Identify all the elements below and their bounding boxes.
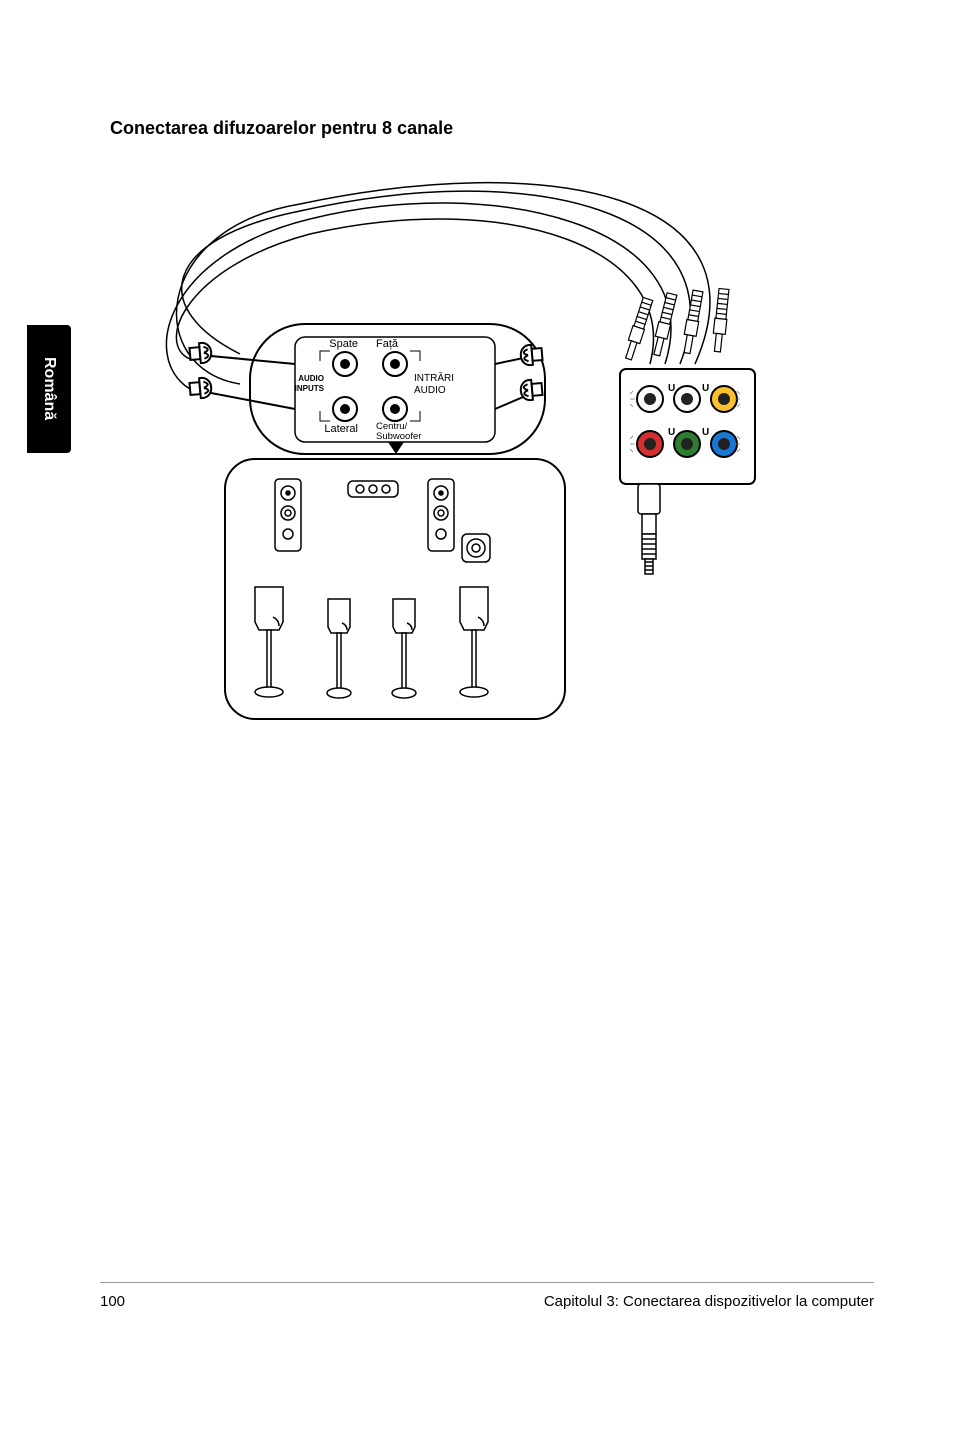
label-audio-inputs2: INPUTS	[295, 384, 325, 393]
svg-text:U: U	[702, 427, 709, 438]
label-audio: AUDIO	[414, 385, 446, 396]
svg-text:U: U	[668, 427, 675, 438]
label-fata: Față	[376, 338, 399, 350]
page-footer: 100 Capitolul 3: Conectarea dispozitivel…	[100, 1282, 874, 1310]
label-lateral: Lateral	[324, 423, 358, 435]
chapter-title: Capitolul 3: Conectarea dispozitivelor l…	[544, 1293, 874, 1310]
speaker-layout	[225, 459, 565, 719]
language-tab: Română	[27, 325, 71, 453]
page-number: 100	[100, 1293, 125, 1310]
svg-text:U: U	[668, 383, 675, 394]
label-audio-inputs1: AUDIO	[298, 374, 324, 383]
jack-plugs-top	[623, 288, 730, 360]
speaker-connection-diagram: U U U U	[110, 169, 870, 729]
section-heading: Conectarea difuzoarelor pentru 8 canale	[110, 118, 880, 139]
svg-text:U: U	[702, 383, 709, 394]
label-spate: Spate	[329, 338, 358, 350]
amplifier-unit: Spate Față Lateral Centru/ Subwoofer INT…	[189, 324, 545, 454]
label-intrari: INTRĂRI	[414, 371, 454, 384]
jack-plug-bottom	[638, 484, 660, 574]
pc-audio-panel: U U U U	[620, 369, 755, 484]
